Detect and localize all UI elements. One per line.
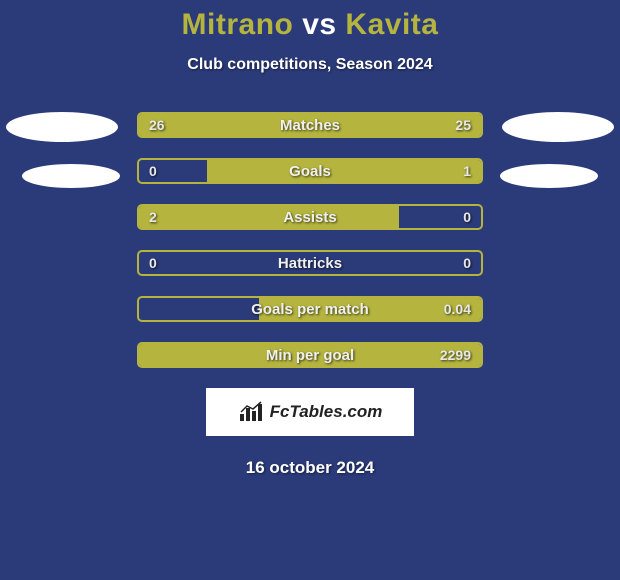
watermark: FcTables.com xyxy=(206,388,414,436)
stat-rows: 26Matches250Goals12Assists00Hattricks0Go… xyxy=(137,112,483,368)
vs-word: vs xyxy=(302,8,336,41)
comparison-title: Mitrano vs Kavita xyxy=(0,0,620,42)
stat-value-right: 2299 xyxy=(440,344,471,366)
player1-badge-small xyxy=(22,164,120,188)
stat-row: 0Hattricks0 xyxy=(137,250,483,276)
stat-label: Matches xyxy=(139,114,481,136)
player1-badge-large xyxy=(6,112,118,142)
stat-value-right: 0 xyxy=(463,206,471,228)
stat-label: Hattricks xyxy=(139,252,481,274)
player2-name: Kavita xyxy=(345,8,438,41)
player1-name: Mitrano xyxy=(182,8,294,41)
stat-label: Assists xyxy=(139,206,481,228)
stat-value-right: 0.04 xyxy=(444,298,471,320)
footer-date: 16 october 2024 xyxy=(0,458,620,478)
stat-value-right: 1 xyxy=(463,160,471,182)
stat-label: Min per goal xyxy=(139,344,481,366)
stat-row: Goals per match0.04 xyxy=(137,296,483,322)
stat-label: Goals per match xyxy=(139,298,481,320)
stat-row: 2Assists0 xyxy=(137,204,483,230)
chart-area: 26Matches250Goals12Assists00Hattricks0Go… xyxy=(0,112,620,368)
watermark-text: FcTables.com xyxy=(270,402,383,422)
subtitle: Club competitions, Season 2024 xyxy=(0,56,620,74)
player2-badge-large xyxy=(502,112,614,142)
stat-value-right: 25 xyxy=(455,114,471,136)
stat-row: Min per goal2299 xyxy=(137,342,483,368)
bars-icon xyxy=(238,401,266,423)
player2-badge-small xyxy=(500,164,598,188)
stat-value-right: 0 xyxy=(463,252,471,274)
stat-row: 26Matches25 xyxy=(137,112,483,138)
stat-label: Goals xyxy=(139,160,481,182)
stat-row: 0Goals1 xyxy=(137,158,483,184)
